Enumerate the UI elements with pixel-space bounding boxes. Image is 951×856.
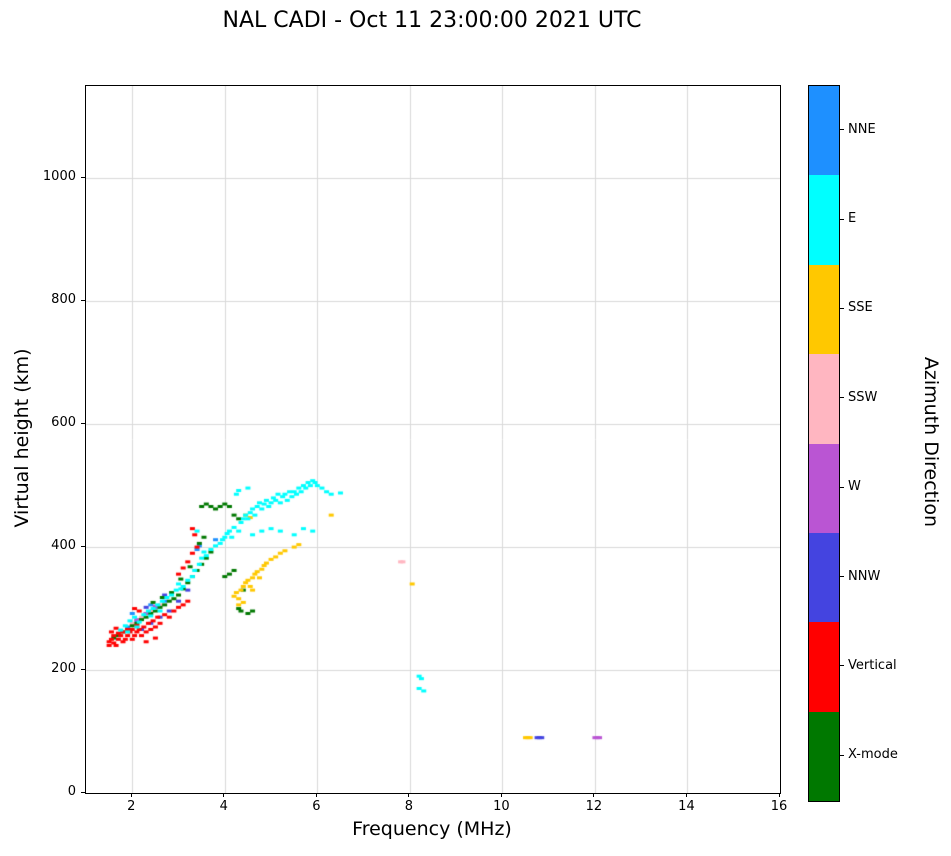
x-tick-label: 6 — [312, 799, 321, 814]
chart-title: NAL CADI - Oct 11 23:00:00 2021 UTC — [222, 8, 642, 33]
y-tick-label: 1000 — [42, 169, 76, 185]
colorbar-segment-ssw — [809, 354, 839, 444]
colorbar-tick — [840, 397, 844, 399]
colorbar-entry-label: SSE — [848, 300, 873, 316]
y-tick-label: 600 — [51, 415, 76, 431]
colorbar-axis-label: Azimuth Direction — [920, 356, 942, 528]
colorbar-segment-sse — [809, 264, 839, 355]
x-tick-label: 4 — [219, 799, 228, 814]
colorbar-tick — [840, 754, 844, 756]
colorbar-entry-label: NNE — [848, 121, 876, 137]
x-tick-label: 10 — [493, 799, 510, 814]
colorbar-entry-label: NNW — [848, 568, 881, 584]
colorbar-segment-vertical — [809, 622, 839, 713]
colorbar-tick — [840, 307, 844, 309]
colorbar-segment-nne — [809, 86, 839, 176]
x-tick-label: 16 — [770, 799, 788, 814]
colorbar-tick — [840, 665, 844, 667]
colorbar-entry-label: W — [848, 479, 861, 495]
colorbar-segment-nnw — [809, 532, 839, 623]
colorbar-entry-label: SSW — [848, 389, 878, 405]
plot-area — [85, 85, 781, 794]
colorbar-tick — [840, 218, 844, 220]
x-tick-label: 12 — [585, 799, 603, 814]
colorbar-tick — [840, 576, 844, 578]
plot-canvas — [86, 86, 780, 793]
colorbar — [808, 85, 840, 802]
colorbar-entry-label: Vertical — [848, 657, 897, 673]
x-axis-label: Frequency (MHz) — [352, 818, 512, 840]
x-tick-label: 8 — [404, 799, 413, 814]
colorbar-tick — [840, 486, 844, 488]
x-tick-label: 14 — [678, 799, 695, 814]
x-tick-label: 2 — [127, 799, 136, 814]
colorbar-segment-e — [809, 175, 839, 266]
colorbar-entry-label: X-mode — [848, 747, 898, 763]
colorbar-segment-w — [809, 443, 839, 534]
colorbar-tick — [840, 129, 844, 131]
y-axis-label: Virtual height (km) — [11, 348, 33, 528]
colorbar-segment-x-mode — [809, 711, 839, 801]
colorbar-entry-label: E — [848, 211, 857, 227]
y-tick-label: 200 — [51, 661, 76, 677]
y-tick-label: 0 — [67, 784, 76, 799]
y-tick-label: 800 — [51, 292, 76, 308]
y-tick-label: 400 — [51, 538, 76, 554]
